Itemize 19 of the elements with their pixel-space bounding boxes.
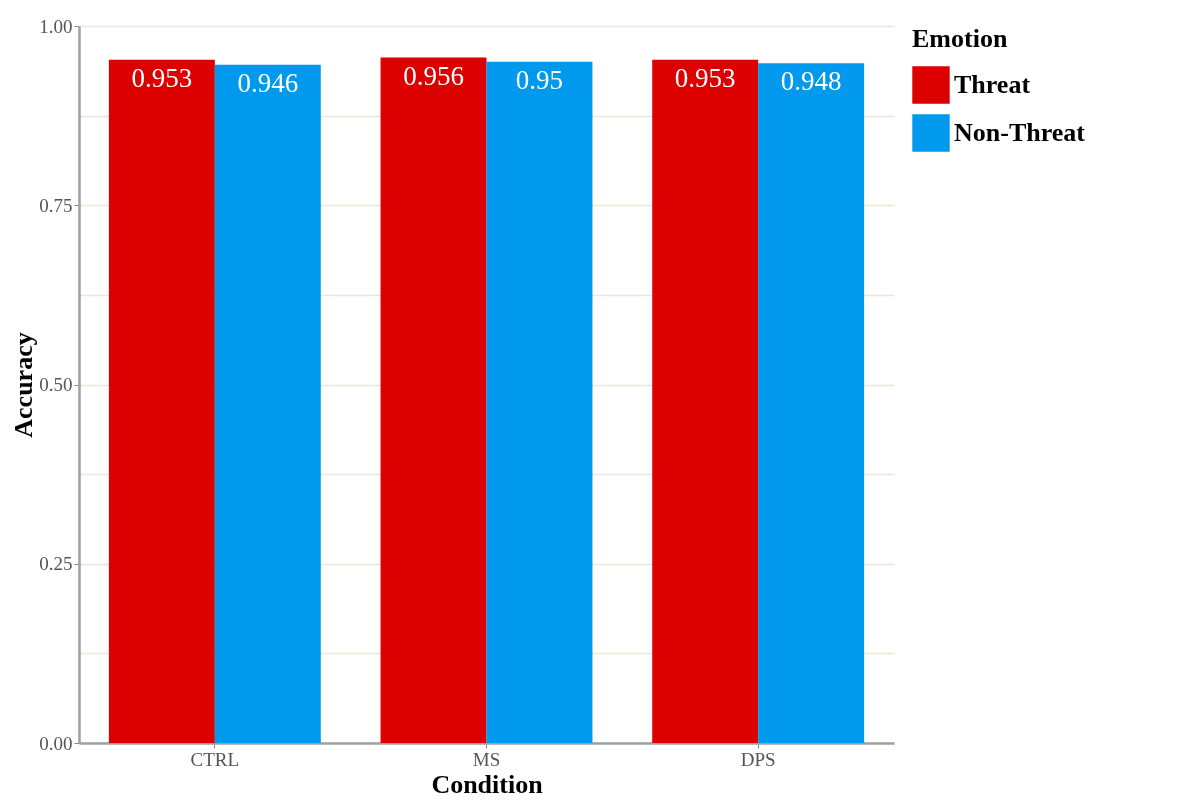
y-tick-label: 0.75 [39, 194, 73, 216]
x-tick-label: CTRL [190, 748, 240, 770]
data-label: 0.95 [515, 64, 564, 95]
x-axis-title: Condition [431, 769, 544, 799]
x-tick-label: DPS [740, 748, 776, 770]
legend-label: Non-Threat [954, 118, 1086, 147]
y-tick-label: 0.25 [39, 553, 73, 575]
data-label: 0.946 [237, 67, 299, 98]
y-axis-title: Accuracy [9, 332, 39, 438]
data-label: 0.956 [403, 60, 464, 91]
data-label: 0.948 [780, 66, 842, 97]
y-tick-label: 1.00 [39, 15, 73, 37]
data-label: 0.953 [674, 62, 736, 93]
legend-title: Emotion [912, 24, 1008, 53]
data-label: 0.953 [131, 62, 193, 93]
y-tick-label: 0.00 [39, 732, 73, 754]
y-tick-label: 0.50 [39, 374, 73, 395]
x-tick-label: MS [472, 748, 501, 770]
legend-label: Threat [954, 70, 1031, 99]
